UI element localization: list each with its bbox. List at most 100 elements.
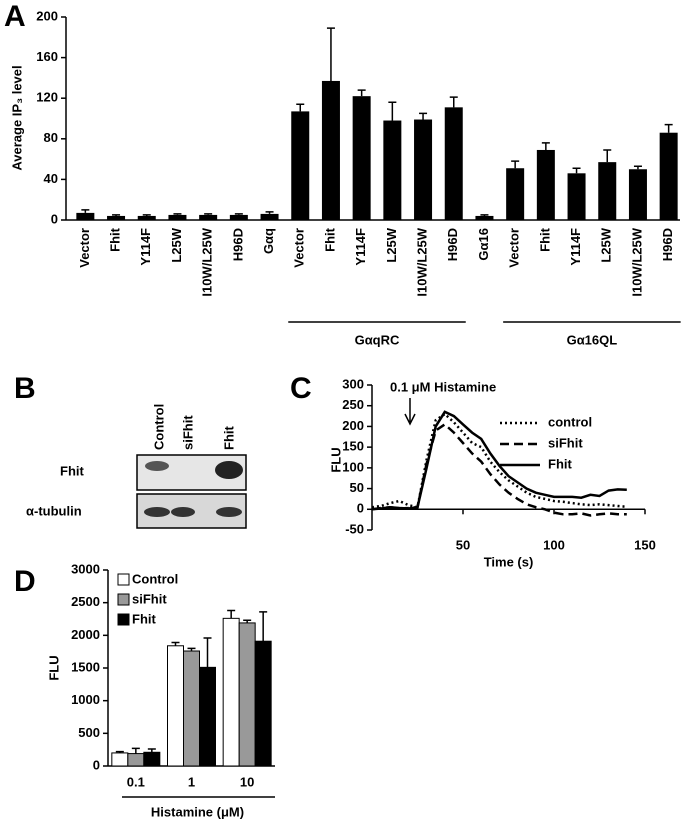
bar xyxy=(475,215,494,220)
x-tick-label: L25W xyxy=(599,227,614,262)
legend-label: Control xyxy=(132,571,178,586)
error-bar xyxy=(115,750,124,753)
x-tick-label: Vector xyxy=(77,228,92,268)
x-tick-label: 1 xyxy=(188,774,195,789)
bar xyxy=(137,215,156,220)
x-tick-label: 50 xyxy=(456,537,470,552)
blot-band xyxy=(216,507,242,517)
bar xyxy=(352,96,371,220)
y-tick-label: 100 xyxy=(342,459,364,474)
bar xyxy=(254,640,272,767)
y-tick-label: 80 xyxy=(44,130,58,145)
x-tick-label: Vector xyxy=(507,228,522,268)
error-bar xyxy=(511,160,520,169)
y-tick-label: 0 xyxy=(357,501,364,516)
x-tick-label: Gα16 xyxy=(476,228,491,261)
error-bar xyxy=(187,647,196,652)
blot-column-label: Fhit xyxy=(221,426,236,450)
bar xyxy=(414,119,433,220)
error-bar xyxy=(603,149,612,163)
error-bar xyxy=(112,214,121,216)
x-axis-label: Time (s) xyxy=(484,554,534,569)
error-bar xyxy=(204,213,213,215)
legend-label: Fhit xyxy=(548,456,572,471)
y-tick-label: 200 xyxy=(36,8,58,23)
y-tick-label: 2000 xyxy=(71,627,100,642)
error-bar xyxy=(243,619,252,623)
x-axis-label: Histamine (μM) xyxy=(151,804,244,819)
bar xyxy=(628,169,647,220)
y-tick-label: 160 xyxy=(36,49,58,64)
error-bar xyxy=(81,209,90,213)
bar xyxy=(127,753,145,767)
error-bar xyxy=(296,103,305,112)
bar xyxy=(107,215,126,220)
panel-letter: C xyxy=(290,372,312,405)
bar xyxy=(383,120,402,220)
error-bar xyxy=(664,123,673,133)
bar xyxy=(199,214,218,220)
legend-swatch xyxy=(117,573,130,586)
y-tick-label: 1500 xyxy=(71,659,100,674)
blot-band xyxy=(171,507,195,517)
x-tick-label: I10W/L25W xyxy=(200,227,215,296)
bar xyxy=(168,214,187,220)
error-bar xyxy=(131,747,140,754)
error-bar xyxy=(259,611,268,642)
x-tick-label: L25W xyxy=(384,227,399,262)
bar xyxy=(291,111,310,220)
chart: D FLU 0 500 1000 1500 2000 2500 3000 0.1 1 10 Histam… xyxy=(14,561,275,819)
x-tick-label: 0.1 xyxy=(127,774,145,789)
bar xyxy=(183,650,200,767)
panel-letter: B xyxy=(14,372,36,405)
y-axis-label: Average IP₃ level xyxy=(9,65,24,170)
x-tick-label: Fhit xyxy=(322,227,337,251)
bar xyxy=(143,751,161,767)
error-bar xyxy=(419,112,428,120)
line-series xyxy=(371,422,627,517)
error-bar xyxy=(633,165,642,170)
y-tick-label: 40 xyxy=(44,171,58,186)
bar xyxy=(76,212,95,220)
x-tick-label: 10 xyxy=(240,774,254,789)
x-tick-label: Gαq xyxy=(261,228,276,254)
y-tick-label: 150 xyxy=(342,439,364,454)
chart: C FLU -50 0 50 100 150 200 250 300 50 100 150 Time (s… xyxy=(290,372,656,570)
y-tick-label: 500 xyxy=(78,725,100,740)
error-bar xyxy=(265,211,274,214)
bar xyxy=(598,162,617,220)
panel-letter: D xyxy=(14,565,36,598)
blot-band xyxy=(215,461,243,479)
bar xyxy=(111,752,129,767)
bar xyxy=(321,80,340,220)
x-tick-label: I10W/L25W xyxy=(414,227,429,296)
x-tick-label: Y114F xyxy=(353,228,368,266)
bar xyxy=(659,132,678,220)
bar xyxy=(199,666,216,767)
x-tick-label: L25W xyxy=(169,227,184,262)
legend-label: siFhit xyxy=(548,435,583,450)
x-tick-label: Fhit xyxy=(107,227,122,251)
blot-column-label: siFhit xyxy=(180,415,195,450)
x-tick-label: I10W/L25W xyxy=(629,227,644,296)
error-bar xyxy=(480,214,489,216)
x-tick-label: Vector xyxy=(292,228,307,268)
annotation-arrow xyxy=(404,398,416,426)
x-tick-label: Y114F xyxy=(138,228,153,266)
legend-label: siFhit xyxy=(132,591,167,606)
error-bar xyxy=(541,142,550,150)
error-bar xyxy=(142,214,151,216)
y-tick-label: 250 xyxy=(342,397,364,412)
error-bar xyxy=(203,637,212,668)
x-tick-label: Y114F xyxy=(568,228,583,266)
error-bar xyxy=(173,213,182,215)
bar xyxy=(506,168,525,220)
y-tick-label: 0 xyxy=(51,211,58,226)
y-tick-label: 200 xyxy=(342,418,364,433)
annotation: 0.1 μM Histamine xyxy=(390,379,496,394)
blot-column-label: Control xyxy=(151,404,166,450)
x-tick-label: 100 xyxy=(543,537,565,552)
y-tick-label: 3000 xyxy=(71,561,100,576)
error-bar xyxy=(227,609,236,619)
